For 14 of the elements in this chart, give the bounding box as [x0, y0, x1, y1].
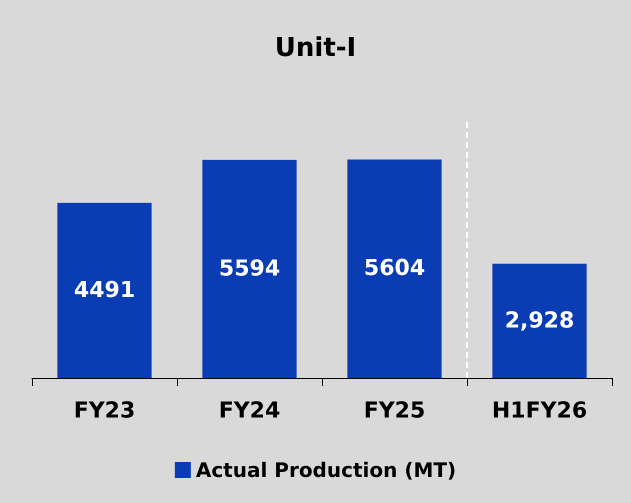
bar	[202, 160, 297, 378]
x-tick-label: FY25	[364, 398, 426, 424]
data-label: 5604	[364, 256, 426, 282]
data-label: 5594	[218, 256, 280, 282]
x-tick-label: H1FY26	[492, 398, 588, 424]
data-label: 2,928	[504, 308, 574, 334]
chart-title: Unit-I	[274, 33, 356, 63]
legend-label: Actual Production (MT)	[196, 458, 456, 482]
data-label: 4491	[74, 278, 136, 303]
x-tick-label: FY23	[74, 398, 136, 424]
bar	[492, 264, 587, 378]
x-tick-label: FY24	[218, 398, 280, 424]
bar	[57, 202, 152, 378]
bar	[347, 159, 442, 378]
